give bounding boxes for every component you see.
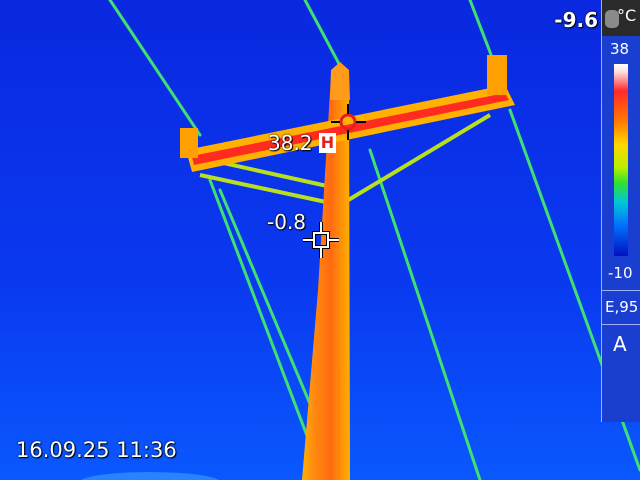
insulator-right	[487, 55, 507, 95]
center-spot-value: -0.8	[267, 210, 307, 234]
crossarm-braces	[199, 113, 492, 207]
timestamp: 16.09.25 11:36	[16, 438, 177, 462]
sidebar-divider	[602, 324, 640, 325]
pole-top	[330, 62, 350, 100]
top-right-temperature: -9.6	[554, 8, 598, 32]
unit-box: °C	[602, 0, 640, 36]
scale-min: -10	[608, 264, 633, 282]
utility-pole	[302, 75, 350, 480]
mode-label[interactable]: A	[613, 332, 627, 356]
temperature-sidebar: °C 38 -10 E,95 A	[601, 0, 640, 422]
emissivity-label: E,95	[605, 298, 639, 316]
hot-spot-crosshair	[331, 104, 366, 140]
insulator-left	[180, 128, 198, 158]
unit-label: °C	[617, 6, 637, 25]
bottom-haze	[81, 472, 219, 480]
sidebar-divider	[602, 290, 640, 291]
color-scale-bar	[614, 64, 628, 256]
scale-max: 38	[610, 40, 630, 58]
hot-spot-marker: H	[319, 133, 336, 153]
camera-icon	[605, 10, 619, 28]
hot-spot-value: 38.2	[268, 131, 313, 155]
center-spot-crosshair	[303, 222, 339, 258]
